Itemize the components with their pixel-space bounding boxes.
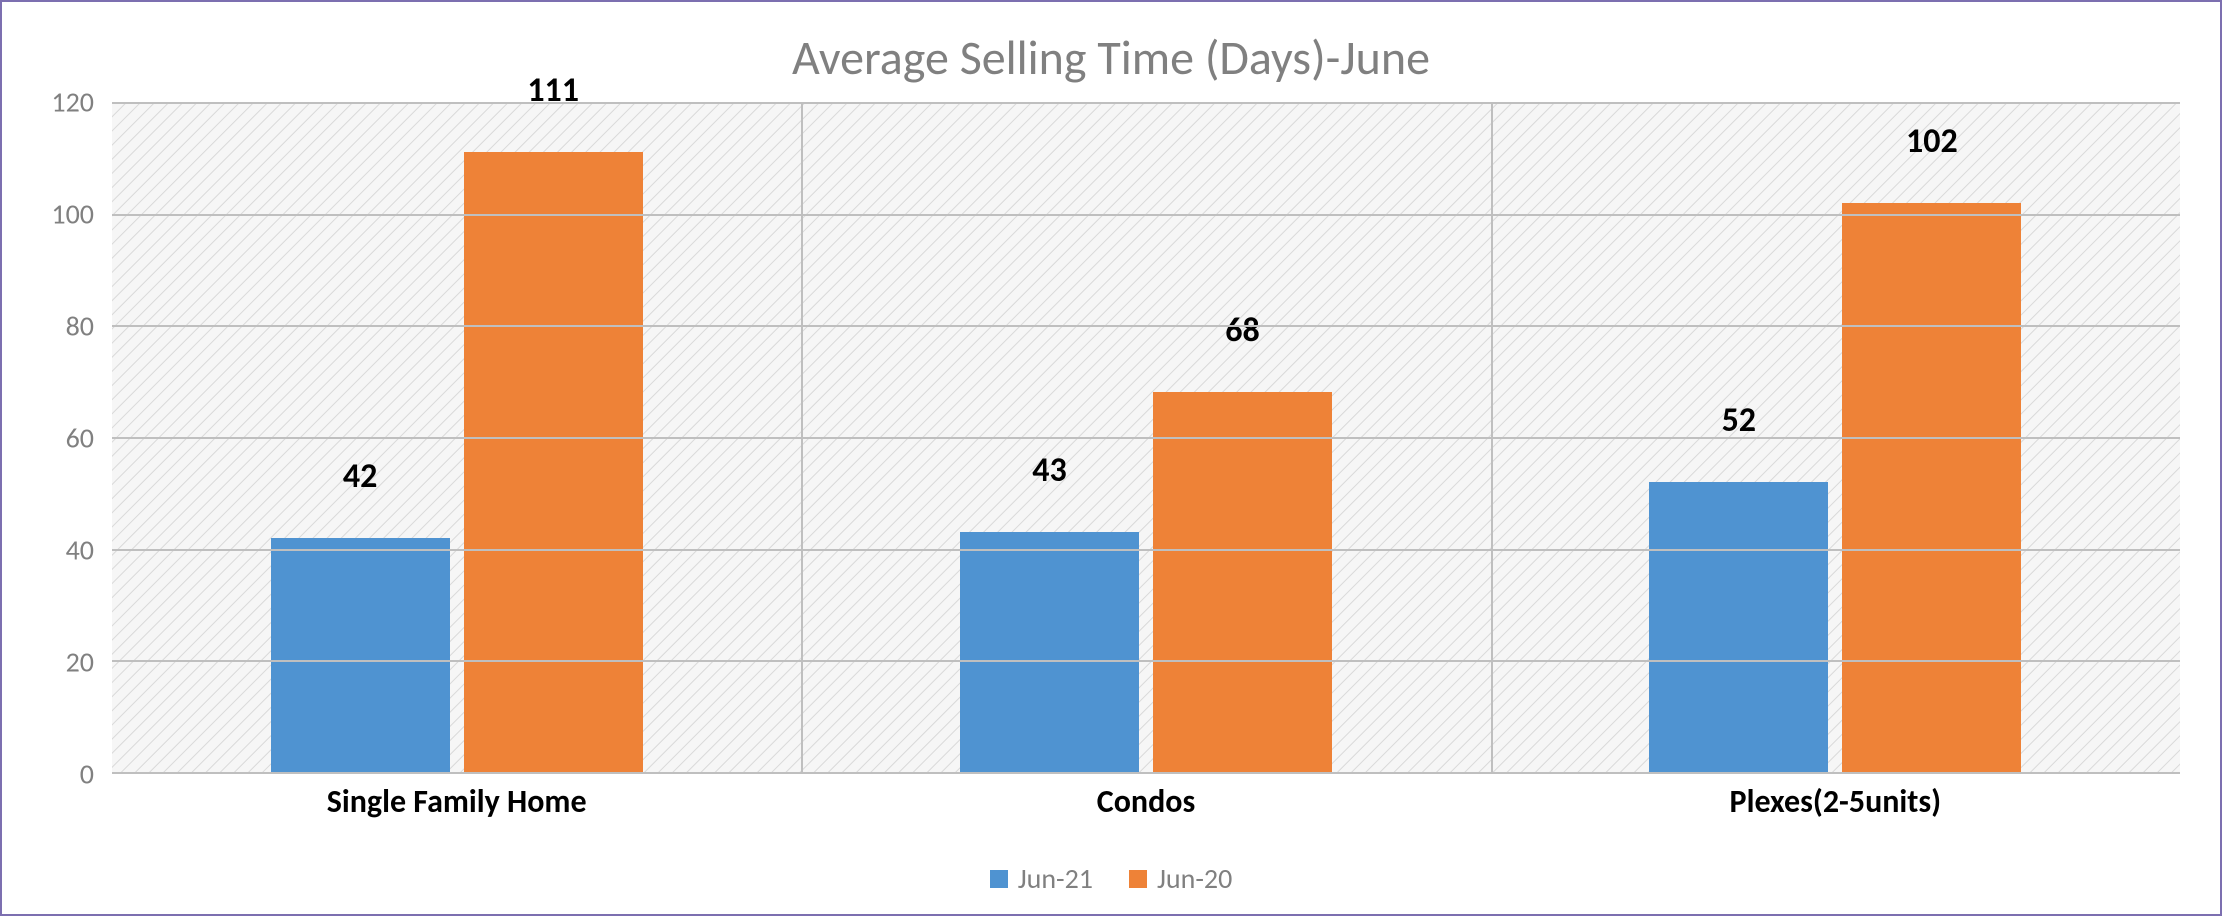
x-tick-label: Plexes(2-5units) [1730,782,1942,821]
plot-wrapper: 020406080100120 Single Family Home42111C… [32,102,2190,814]
y-tick-label: 60 [66,421,94,456]
x-tick-label: Single Family Home [327,782,587,821]
bar-value-label: 43 [1032,450,1066,491]
y-tick-label: 20 [66,645,94,680]
y-tick-label: 120 [51,85,94,120]
bar [960,532,1139,772]
gridline-y [112,325,2180,327]
bar-value-label: 42 [343,456,377,497]
legend-item: Jun-21 [990,861,1093,896]
gridline-x [801,102,803,772]
y-tick-label: 80 [66,309,94,344]
bar-value-label: 111 [527,70,579,111]
bar [271,538,450,773]
y-axis: 020406080100120 [32,102,102,774]
bar-value-label: 102 [1906,121,1958,162]
chart-title: Average Selling Time (Days)-June [2,28,2220,87]
y-tick-label: 100 [51,197,94,232]
gridline-y [112,549,2180,551]
legend: Jun-21 Jun-20 [2,861,2220,897]
plot-area: Single Family Home42111Condos4368Plexes(… [112,102,2180,774]
bar [464,152,643,772]
gridline-y [112,437,2180,439]
gridline-x [1491,102,1493,772]
gridline-y [112,214,2180,216]
bar [1842,203,2021,773]
bar-value-label: 52 [1722,400,1756,441]
x-tick-label: Condos [1097,782,1195,821]
y-tick-label: 0 [80,757,94,792]
y-tick-label: 40 [66,533,94,568]
legend-label: Jun-20 [1157,861,1232,896]
bar-value-label: 68 [1225,310,1259,351]
legend-item: Jun-20 [1129,861,1232,896]
gridline-y [112,660,2180,662]
chart-frame: Average Selling Time (Days)-June 0 20 40 60… [0,0,2222,916]
legend-swatch [990,870,1008,888]
gridline-y [112,102,2180,104]
bar [1649,482,1828,772]
legend-label: Jun-21 [1018,861,1093,896]
bar [1153,392,1332,772]
legend-swatch [1129,870,1147,888]
